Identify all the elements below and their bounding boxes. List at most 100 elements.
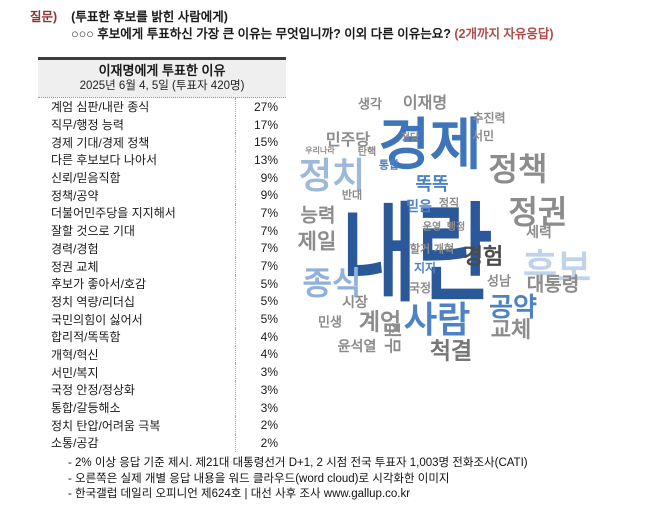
row-label: 국정 안정/정상화 (51, 383, 135, 398)
table-row: 직무/행정 능력 17% (38, 115, 286, 134)
table-row: 잘할 것으로 기대 7% (38, 221, 286, 240)
wordcloud-word: 탄핵 (357, 147, 377, 158)
row-label: 경제 기대/경제 정책 (51, 135, 150, 150)
table-row: 더불어민주당을 지지해서 7% (38, 204, 286, 222)
question-text: (투표한 후보를 밝힌 사람에게) ○○○ 후보에게 투표하신 가장 큰 이유는… (71, 9, 553, 43)
wordcloud-word: 정직 (438, 197, 460, 210)
footnote-line: - 오른쪽은 실제 개별 응답 내용을 워드 클라우드(word cloud)로… (68, 472, 450, 485)
table-row: 합리적/똑똑함 4% (38, 327, 286, 346)
wordcloud-word: 종식 (302, 265, 362, 301)
wordcloud-word: 서민 (471, 129, 495, 143)
row-label: 정치 역량/리더십 (51, 294, 135, 309)
row-label: 계엄 심판/내란 종식 (51, 100, 150, 115)
wordcloud-word: 능력 (300, 205, 336, 227)
wordcloud-word: 믿음 (406, 198, 432, 214)
table-row: 개혁/혁신 4% (38, 345, 286, 364)
table-row: 소통/공감 2% (38, 434, 286, 452)
wordcloud-word: 정권 (508, 194, 568, 230)
table-row: 다른 후보보다 나아서 13% (38, 151, 286, 169)
row-value: 2% (235, 416, 286, 435)
wordcloud-word: 계엄 (358, 308, 402, 335)
row-label: 통합/갈등해소 (51, 401, 121, 416)
table-title: 이재명에게 투표한 이유 (98, 63, 226, 78)
table-header: 이재명에게 투표한 이유 2025년 6월 4, 5일 (투표자 420명) (38, 57, 286, 98)
table-row: 계엄 심판/내란 종식 27% (38, 98, 286, 116)
question-label: 질문) (30, 10, 58, 24)
table-row: 국정 안정/정상화 3% (38, 381, 286, 399)
wordcloud-word: 대통령 (526, 274, 580, 296)
question-line1: (투표한 후보를 밝힌 사람에게) (71, 10, 228, 24)
row-label: 잘할 것으로 기대 (51, 224, 135, 239)
table-row: 경제 기대/경제 정책 15% (38, 133, 286, 152)
wordcloud-word: 윤석열 (337, 338, 377, 354)
row-label: 개혁/혁신 (51, 347, 99, 362)
row-label: 다른 후보보다 나아서 (51, 153, 158, 168)
footnote-line: - 2% 이상 응답 기준 제시. 제21대 대통령선거 D+1, 2 시점 전… (68, 457, 528, 469)
wordcloud-word: 정치 (298, 155, 366, 196)
row-value: 5% (235, 274, 286, 293)
table-row: 정책/공약 9% (38, 186, 286, 205)
table-body: 계엄 심판/내란 종식 27% 직무/행정 능력 17% 경제 기대/경제 정책 15% 다… (38, 98, 286, 452)
row-label: 서민/복지 (51, 365, 99, 380)
wordcloud-word: 직무 (382, 322, 402, 354)
row-label: 직무/행정 능력 (51, 118, 124, 133)
wordcloud-word: 반대 (341, 189, 363, 202)
wordcloud-word: 공약 (489, 292, 537, 322)
wordcloud-word: 행정 (446, 222, 466, 233)
table-row: 정치 탄압/어려움 극복 2% (38, 416, 286, 435)
table-row: 정치 역량/리더십 5% (38, 292, 286, 311)
row-value: 17% (235, 115, 286, 134)
row-value: 3% (235, 363, 286, 381)
table-row: 정권 교체 7% (38, 257, 286, 275)
wordcloud-word: 후보 (522, 247, 592, 289)
wordcloud-word: 세력 (526, 224, 552, 240)
wordcloud-word: 똑똑 (415, 174, 449, 194)
wordcloud-word: 이재명 (402, 95, 448, 112)
wordcloud-word: 할거 (409, 243, 431, 256)
wordcloud-word: 성남 (487, 273, 511, 289)
table-row: 국민의힘이 싫어서 5% (38, 310, 286, 328)
row-value: 7% (235, 221, 286, 240)
table-row: 후보가 좋아서/호감 5% (38, 274, 286, 293)
wordcloud-word: 생각 (358, 96, 382, 112)
wordcloud-word: 민주당 (325, 132, 371, 149)
question-line2-note: (2개까지 자유응답) (450, 27, 554, 41)
wordcloud-word: 통합 (378, 159, 400, 172)
question-line2-main: ○○○ 후보에게 투표하신 가장 큰 이유는 무엇입니까? 이외 다른 이유는요… (71, 27, 451, 41)
row-label: 후보가 좋아서/호감 (51, 277, 146, 292)
row-value: 7% (235, 257, 286, 275)
wordcloud-word: 정당 (400, 133, 420, 144)
row-label: 정치 탄압/어려움 극복 (51, 418, 161, 433)
wordcloud-word: 교체 (490, 317, 532, 342)
question-line2: ○○○ 후보에게 투표하신 가장 큰 이유는 무엇입니까? 이외 다른 이유는요… (71, 26, 553, 43)
row-label: 소통/공감 (51, 436, 99, 451)
table-row: 통합/갈등해소 3% (38, 398, 286, 417)
row-label: 국민의힘이 싫어서 (51, 312, 143, 327)
row-label: 신뢰/믿음직함 (51, 171, 121, 186)
row-value: 9% (235, 186, 286, 205)
row-value: 7% (235, 239, 286, 258)
row-value: 4% (235, 327, 286, 346)
row-value: 3% (235, 398, 286, 417)
row-label: 경력/경험 (51, 241, 99, 256)
wordcloud-word: 시장 (342, 294, 368, 310)
row-value: 4% (235, 345, 286, 364)
row-label: 더불어민주당을 지지해서 (51, 206, 176, 221)
row-value: 9% (235, 168, 286, 187)
wordcloud-word: 척결 (429, 337, 473, 364)
wordcloud-word: 우리나라 (305, 146, 335, 155)
row-value: 13% (235, 151, 286, 169)
row-value: 7% (235, 204, 286, 222)
wordcloud-word: 경제 (378, 113, 482, 176)
wordcloud-word: 제일 (297, 230, 337, 254)
wordcloud: 내란 경제 사람 정치 종식 후보 정책 정권 공약 계엄 척결 교체 경험 대통령 제일 능력 민주당 이재명 똑… (295, 88, 670, 383)
wordcloud-word: 내란 (341, 196, 493, 315)
row-label: 합리적/똑똑함 (51, 330, 121, 345)
question-block: 질문) (투표한 후보를 밝힌 사람에게) ○○○ 후보에게 투표하신 가장 큰… (30, 9, 554, 43)
row-label: 정책/공약 (51, 188, 99, 203)
table-subtitle: 2025년 6월 4, 5일 (투표자 420명) (79, 80, 245, 92)
table-row: 신뢰/믿음직함 9% (38, 168, 286, 187)
wordcloud-word: 추진력 (472, 111, 506, 125)
row-value: 5% (235, 310, 286, 328)
